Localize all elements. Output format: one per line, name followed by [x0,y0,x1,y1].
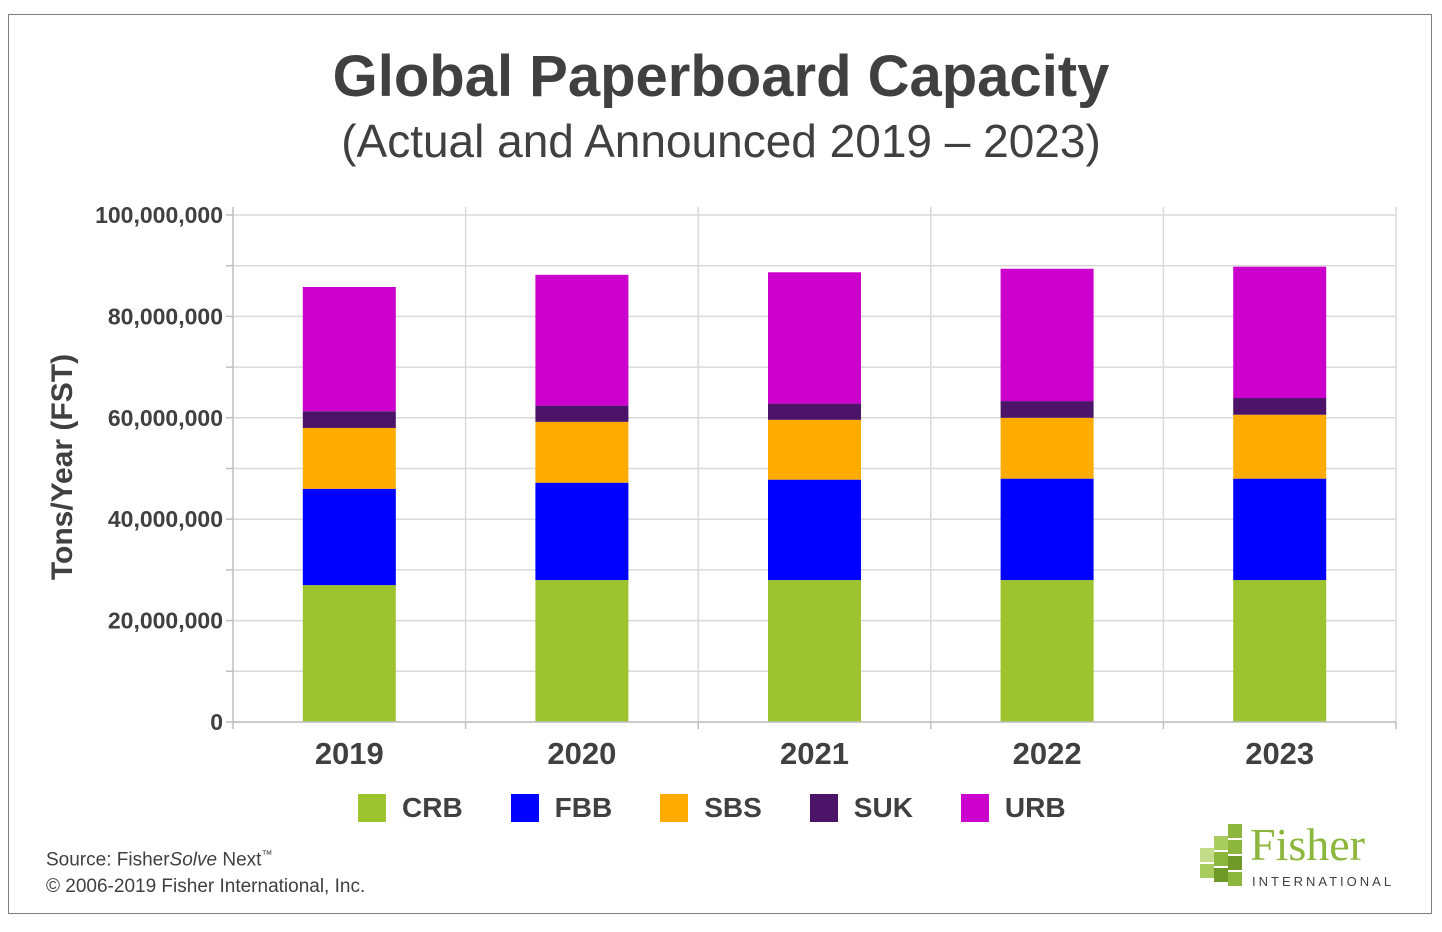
chart-title: Global Paperboard Capacity [332,44,1110,109]
source-italic: Solve [169,849,218,871]
bar-fbb-2021 [768,479,861,581]
legend-label: SUK [853,792,913,823]
bar-crb-2022 [1000,580,1094,722]
source-line: Source: FisherSolve Next™ [46,842,365,873]
fisher-logo: Fisher INTERNATIONAL [1200,820,1400,892]
copyright-line: © 2006-2019 Fisher International, Inc. [46,876,366,898]
bar-sbs-2019 [302,427,396,489]
trademark-symbol: ™ [261,849,273,861]
bar-urb-2019 [302,286,396,412]
legend-item-sbs: SBS [660,792,762,824]
legend-swatch [510,794,539,822]
y-tick-label: 20,000,000 [108,608,223,634]
bar-sbs-2021 [768,419,861,480]
bar-sbs-2022 [1000,417,1094,479]
chart-frame [8,14,1432,914]
source-suffix: Next [217,849,262,871]
x-tick-label: 2023 [1245,736,1314,771]
legend-swatch [960,794,989,822]
x-tick-label: 2022 [1013,736,1082,771]
fisher-logo-icon [1200,824,1242,886]
bar-sbs-2023 [1233,414,1327,479]
bar-urb-2022 [1000,268,1094,402]
x-tick-label: 2020 [547,736,616,771]
legend-label: SBS [704,792,762,823]
legend: CRB FBB SBS SUK URB [358,792,1114,824]
legend-label: CRB [402,792,463,823]
bar-fbb-2022 [1000,478,1094,581]
logo-subtitle: INTERNATIONAL [1252,874,1395,889]
x-tick-label: 2019 [315,736,384,771]
bar-crb-2020 [535,580,629,722]
legend-item-suk: SUK [809,792,913,824]
y-axis-label: Tons/Year (FST) [46,354,79,580]
legend-item-urb: URB [960,792,1066,824]
bar-urb-2021 [768,272,861,404]
bar-crb-2023 [1233,580,1327,722]
bar-urb-2023 [1233,266,1327,399]
legend-item-crb: CRB [358,792,463,824]
x-tick-labels: 2019 2020 2021 2022 2023 [315,736,1314,771]
bar-urb-2020 [535,274,629,406]
bar-fbb-2019 [302,488,396,586]
bar-suk-2022 [1000,401,1094,418]
source-prefix: Source: Fisher [46,849,170,871]
y-tick-label: 0 [210,709,223,735]
bar-sbs-2020 [535,421,629,483]
bar-fbb-2023 [1233,478,1327,581]
axes [226,207,1397,729]
bar-fbb-2020 [535,482,629,581]
bar-suk-2019 [302,411,396,428]
y-tick-label: 100,000,000 [95,202,223,228]
y-tick-labels: 0 20,000,000 40,000,000 60,000,000 80,000,00… [95,202,223,735]
bar-suk-2020 [535,405,629,422]
chart-subtitle: (Actual and Announced 2019 – 2023) [341,115,1101,167]
legend-label: URB [1004,792,1066,823]
bar-crb-2021 [768,580,861,722]
logo-wordmark: Fisher [1250,819,1365,870]
legend-swatch [809,794,838,822]
y-tick-label: 80,000,000 [108,303,223,329]
legend-item-fbb: FBB [510,792,613,824]
bar-crb-2019 [302,585,396,722]
bar-suk-2023 [1233,398,1327,415]
y-tick-label: 60,000,000 [108,405,223,431]
bar-suk-2021 [768,403,861,420]
y-tick-label: 40,000,000 [108,506,223,532]
x-tick-label: 2021 [780,736,849,771]
legend-swatch [660,794,689,822]
legend-swatch [358,794,386,822]
source-note: Source: FisherSolve Next™ © 2006-2019 Fi… [46,842,365,900]
legend-label: FBB [554,792,613,823]
bars [302,266,1327,722]
